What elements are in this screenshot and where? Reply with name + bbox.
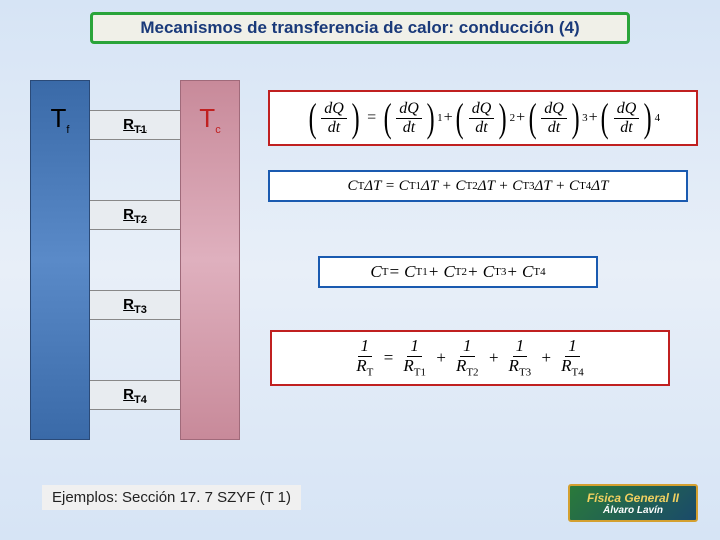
rt1-label: RT1 [110, 116, 160, 136]
rt3-label: RT3 [110, 296, 160, 316]
tf-base: T [51, 103, 67, 133]
tc-base: T [199, 103, 215, 133]
cold-block: Tf [30, 80, 90, 440]
equation-rt-parallel: 1RT = 1RT1 + 1RT2 + 1RT3 + 1RT4 [270, 330, 670, 386]
rt2-label: RT2 [110, 206, 160, 226]
title-text: Mecanismos de transferencia de calor: co… [140, 18, 579, 38]
hot-block: Tc [180, 80, 240, 440]
examples-note: Ejemplos: Sección 17. 7 SZYF (T 1) [42, 485, 301, 510]
equation-heat-flow-sum: (dQdt) = (dQdt)1 + (dQdt)2 + (dQdt)3 + (… [268, 90, 698, 146]
slide-title: Mecanismos de transferencia de calor: co… [90, 12, 630, 44]
course-logo: Física General II Álvaro Lavín [568, 484, 698, 522]
conduction-diagram: Tf Tc RT1 RT2 RT3 RT4 [30, 80, 240, 460]
equation-ct-deltat: CTΔT = CT1ΔT + CT2ΔT + CT3ΔT + CT4ΔT [268, 170, 688, 202]
tc-sub: c [215, 124, 221, 136]
equation-ct-sum: CT = CT1 + CT2 + CT3 + CT4 [318, 256, 598, 288]
tf-sub: f [66, 124, 69, 136]
logo-line2: Álvaro Lavín [603, 505, 663, 516]
rt4-label: RT4 [110, 386, 160, 406]
logo-line1: Física General II [587, 491, 679, 505]
